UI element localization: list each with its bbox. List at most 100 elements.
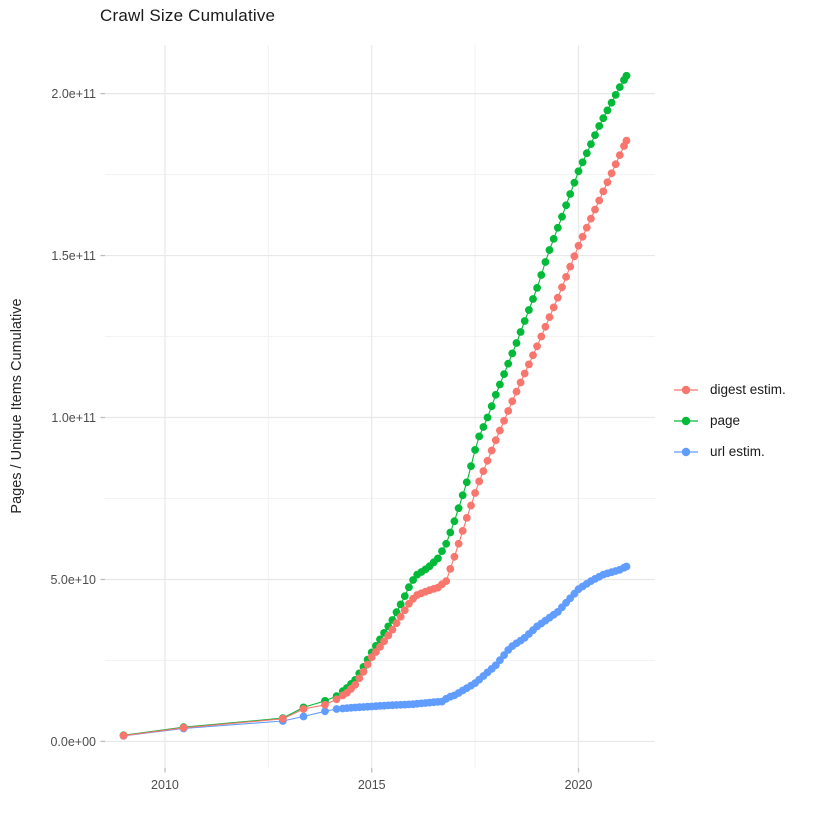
- data-point: [582, 223, 591, 232]
- data-point: [409, 576, 417, 584]
- data-point: [321, 707, 329, 716]
- data-point: [508, 397, 517, 406]
- data-point: [278, 714, 287, 723]
- data-point: [471, 446, 479, 454]
- data-point: [491, 436, 500, 445]
- data-point: [491, 390, 500, 399]
- data-point: [541, 322, 550, 331]
- data-point: [587, 214, 595, 223]
- data-point: [376, 643, 384, 651]
- data-point: [533, 342, 541, 351]
- data-point: [471, 489, 479, 497]
- data-point: [578, 232, 587, 241]
- data-point: [496, 380, 504, 389]
- legend-label: digest estim.: [710, 382, 786, 397]
- series-line: [123, 140, 627, 737]
- data-point: [380, 637, 388, 646]
- data-point: [384, 631, 393, 640]
- grid-major: [105, 45, 655, 768]
- data-point: [562, 201, 570, 210]
- data-point: [500, 370, 508, 378]
- data-point: [179, 723, 188, 732]
- data-point: [400, 606, 409, 615]
- legend-key-point: [681, 416, 691, 425]
- data-point: [475, 477, 484, 486]
- data-point: [442, 539, 451, 548]
- data-point: [462, 514, 471, 522]
- data-point: [355, 674, 364, 683]
- data-point: [299, 705, 308, 713]
- data-point: [479, 467, 488, 475]
- data-point: [537, 332, 546, 341]
- x-tick-label: 2015: [358, 778, 386, 792]
- data-point: [615, 151, 624, 160]
- data-point: [446, 565, 455, 573]
- data-point: [512, 339, 521, 347]
- legend-item-digest-estim-: digest estim.: [672, 374, 786, 405]
- data-point: [525, 306, 533, 314]
- data-point: [467, 501, 475, 510]
- data-point: [119, 731, 128, 740]
- data-point: [603, 178, 612, 187]
- data-point: [462, 478, 471, 487]
- data-point: [520, 317, 529, 325]
- data-point: [533, 284, 541, 292]
- data-point: [622, 71, 631, 80]
- data-point: [458, 491, 467, 500]
- data-point: [603, 106, 612, 115]
- data-point: [537, 271, 546, 279]
- data-point: [578, 158, 587, 167]
- data-point: [446, 528, 455, 537]
- legend: digest estim. page url estim.: [672, 374, 786, 467]
- y-tick-label: 2.0e+11: [51, 87, 96, 101]
- data-point: [558, 212, 566, 221]
- y-tick-label: 5.0e+10: [50, 573, 96, 587]
- data-point: [622, 136, 631, 145]
- data-point: [434, 554, 442, 563]
- data-point: [607, 98, 616, 107]
- legend-label: page: [710, 413, 741, 428]
- data-point: [529, 351, 537, 360]
- data-point: [611, 91, 620, 99]
- data-point: [553, 223, 562, 232]
- data-point: [574, 167, 583, 176]
- data-point: [574, 241, 583, 250]
- data-point: [570, 178, 579, 187]
- data-point: [487, 446, 496, 455]
- data-point: [332, 705, 341, 713]
- y-tick-label: 1.5e+11: [51, 249, 96, 263]
- data-point: [475, 432, 484, 441]
- data-point: [483, 413, 492, 422]
- legend-key-icon: [674, 447, 698, 456]
- data-point: [549, 303, 558, 312]
- chart-title: Crawl Size Cumulative: [100, 6, 276, 25]
- data-point: [388, 625, 397, 634]
- data-point: [545, 246, 554, 254]
- legend-key-point: [681, 385, 691, 394]
- legend-key-icon: [674, 385, 698, 394]
- data-point: [442, 577, 451, 585]
- data-point: [458, 527, 467, 535]
- data-point: [591, 131, 599, 140]
- data-point: [396, 600, 405, 609]
- data-point: [299, 712, 308, 721]
- data-point: [562, 273, 570, 281]
- data-point: [467, 462, 475, 470]
- data-point: [321, 700, 329, 709]
- data-point: [595, 122, 604, 130]
- data-point: [549, 235, 558, 243]
- data-point: [367, 653, 376, 662]
- data-point: [582, 149, 591, 158]
- data-point: [438, 547, 446, 555]
- data-point: [516, 378, 525, 387]
- data-point: [479, 423, 488, 431]
- data-point: [396, 612, 405, 621]
- data-point: [570, 252, 579, 261]
- axes: 2010 2015 2020 0.0e+00 5.0e+10 1.0e+11 1.5e+11…: [50, 87, 592, 792]
- data-point: [363, 660, 372, 669]
- data-point: [487, 402, 496, 411]
- legend-label: url estim.: [710, 444, 765, 459]
- y-tick-label: 1.0e+11: [51, 411, 96, 425]
- data-point: [483, 456, 492, 465]
